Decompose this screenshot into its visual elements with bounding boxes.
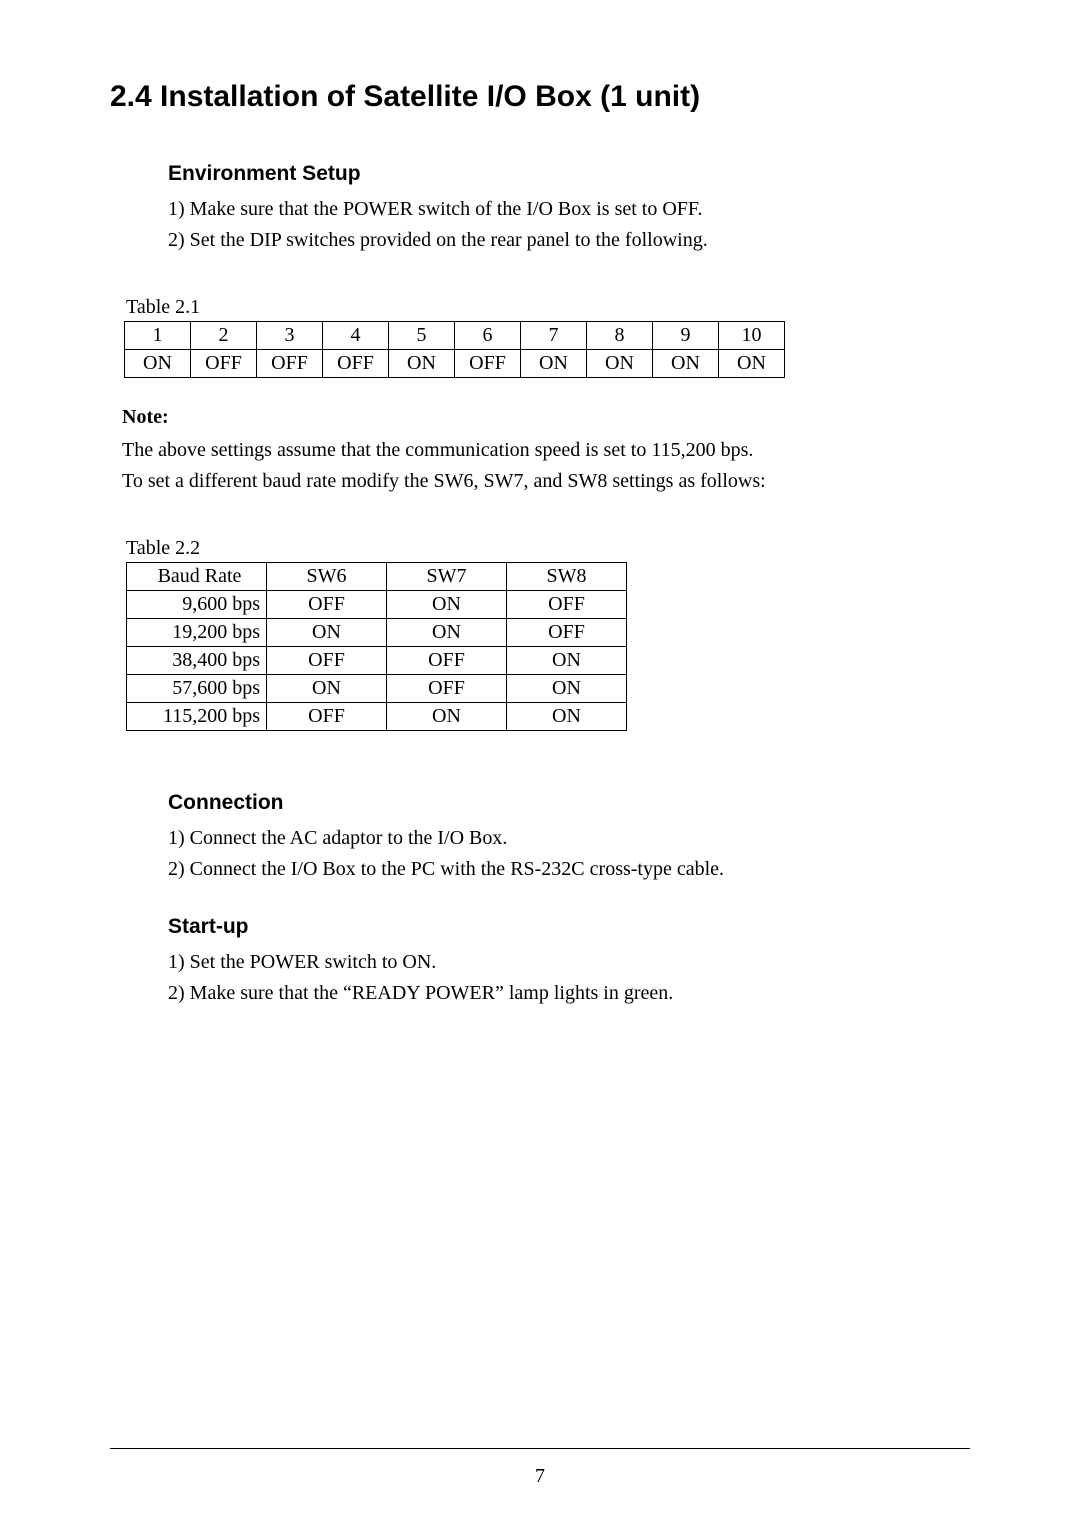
baud-cell: ON — [387, 619, 507, 647]
baud-header-sw8: SW8 — [507, 563, 627, 591]
env-step-1: 1) Make sure that the POWER switch of th… — [168, 198, 970, 221]
baud-cell: 19,200 bps — [127, 619, 267, 647]
table-row: 38,400 bps OFF OFF ON — [127, 647, 627, 675]
page-footer: 7 — [110, 1448, 970, 1488]
table-row: 19,200 bps ON ON OFF — [127, 619, 627, 647]
table-row: 57,600 bps ON OFF ON — [127, 675, 627, 703]
baud-cell: OFF — [507, 591, 627, 619]
table-row: ON OFF OFF OFF ON OFF ON ON ON ON — [125, 350, 785, 378]
baud-cell: OFF — [387, 647, 507, 675]
dip-value-10: ON — [719, 350, 785, 378]
baud-cell: ON — [267, 675, 387, 703]
startup-heading: Start-up — [168, 915, 970, 939]
dip-header-7: 7 — [521, 322, 587, 350]
dip-header-4: 4 — [323, 322, 389, 350]
table-row: 115,200 bps OFF ON ON — [127, 703, 627, 731]
table-row: 1 2 3 4 5 6 7 8 9 10 — [125, 322, 785, 350]
dip-value-6: OFF — [455, 350, 521, 378]
dip-header-5: 5 — [389, 322, 455, 350]
baud-cell: ON — [507, 647, 627, 675]
baud-cell: ON — [267, 619, 387, 647]
dip-header-2: 2 — [191, 322, 257, 350]
dip-value-7: ON — [521, 350, 587, 378]
table2-label: Table 2.2 — [126, 537, 970, 560]
dip-switch-table: 1 2 3 4 5 6 7 8 9 10 ON OFF OFF OFF ON O… — [124, 321, 785, 378]
baud-cell: OFF — [267, 703, 387, 731]
baud-cell: 38,400 bps — [127, 647, 267, 675]
startup-step-1: 1) Set the POWER switch to ON. — [168, 951, 970, 974]
dip-value-5: ON — [389, 350, 455, 378]
baud-cell: OFF — [507, 619, 627, 647]
table-row: Baud Rate SW6 SW7 SW8 — [127, 563, 627, 591]
connection-step-2: 2) Connect the I/O Box to the PC with th… — [168, 858, 970, 881]
baud-cell: ON — [507, 675, 627, 703]
page-number: 7 — [535, 1465, 545, 1487]
startup-step-2: 2) Make sure that the “READY POWER” lamp… — [168, 982, 970, 1005]
dip-header-8: 8 — [587, 322, 653, 350]
dip-value-9: ON — [653, 350, 719, 378]
dip-value-2: OFF — [191, 350, 257, 378]
baud-cell: ON — [387, 703, 507, 731]
note-line-1: The above settings assume that the commu… — [122, 439, 970, 462]
dip-value-3: OFF — [257, 350, 323, 378]
baud-header-rate: Baud Rate — [127, 563, 267, 591]
env-step-2: 2) Set the DIP switches provided on the … — [168, 229, 970, 252]
baud-cell: OFF — [387, 675, 507, 703]
baud-cell: 57,600 bps — [127, 675, 267, 703]
dip-header-9: 9 — [653, 322, 719, 350]
footer-divider — [110, 1448, 970, 1449]
note-label: Note: — [122, 406, 970, 429]
dip-header-1: 1 — [125, 322, 191, 350]
table1-label: Table 2.1 — [126, 296, 970, 319]
note-line-2: To set a different baud rate modify the … — [122, 470, 970, 493]
baud-rate-table: Baud Rate SW6 SW7 SW8 9,600 bps OFF ON O… — [126, 562, 627, 731]
table-row: 9,600 bps OFF ON OFF — [127, 591, 627, 619]
baud-cell: OFF — [267, 591, 387, 619]
dip-value-1: ON — [125, 350, 191, 378]
connection-heading: Connection — [168, 791, 970, 815]
baud-cell: 115,200 bps — [127, 703, 267, 731]
dip-header-10: 10 — [719, 322, 785, 350]
baud-cell: ON — [387, 591, 507, 619]
dip-value-8: ON — [587, 350, 653, 378]
baud-cell: OFF — [267, 647, 387, 675]
connection-step-1: 1) Connect the AC adaptor to the I/O Box… — [168, 827, 970, 850]
dip-value-4: OFF — [323, 350, 389, 378]
baud-cell: ON — [507, 703, 627, 731]
baud-cell: 9,600 bps — [127, 591, 267, 619]
baud-header-sw6: SW6 — [267, 563, 387, 591]
dip-header-6: 6 — [455, 322, 521, 350]
section-heading: 2.4 Installation of Satellite I/O Box (1… — [110, 80, 970, 114]
dip-header-3: 3 — [257, 322, 323, 350]
env-setup-heading: Environment Setup — [168, 162, 970, 186]
baud-header-sw7: SW7 — [387, 563, 507, 591]
